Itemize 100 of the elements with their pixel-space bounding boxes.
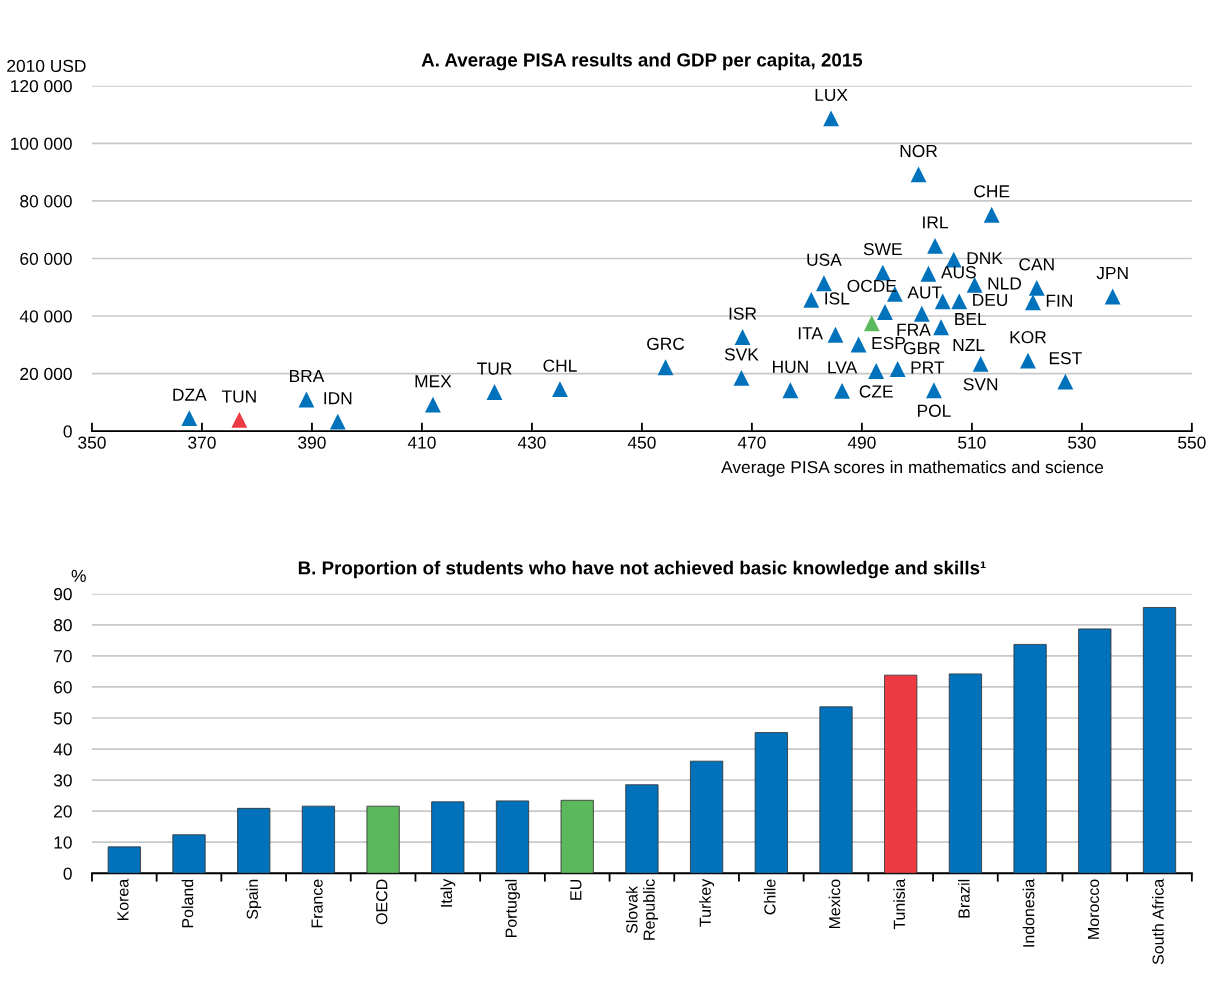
point (933, 319, 949, 336)
x-tick-label: Turkey (699, 878, 715, 927)
point (486, 384, 503, 400)
annotation: JPN (1096, 267, 1128, 280)
point (734, 329, 751, 345)
annotation: TUN (221, 390, 256, 403)
x-tick-label: Slovak Republic (625, 879, 658, 940)
point (1104, 288, 1121, 305)
annotation: NLD (988, 277, 1022, 290)
y-tick-label: 120 000 (11, 80, 72, 93)
y-tick-label: 10 (54, 836, 72, 849)
x-tick-label: Indonesia (1022, 878, 1035, 947)
point (972, 355, 989, 372)
x-tick-label: Chile (763, 879, 776, 915)
annotation: CZE (859, 385, 893, 398)
point (913, 305, 930, 322)
bar (495, 800, 530, 874)
y-tick-label: 80 000 (20, 195, 72, 208)
annotation: FIN (1046, 294, 1072, 307)
point (834, 382, 850, 399)
annotation: USA (807, 253, 842, 266)
x-tick-label: 490 (847, 436, 876, 449)
annotation: BRA (290, 370, 325, 382)
point (181, 410, 198, 427)
x-tick-label: OECD (376, 879, 388, 925)
x-tick-label: Korea (117, 878, 129, 921)
annotation: HUN (773, 360, 808, 373)
point (951, 293, 968, 310)
annotation: GRC (647, 337, 685, 350)
y-axis-title: % (71, 569, 86, 582)
annotation: ITA (798, 327, 823, 340)
x-tick-label: Poland (181, 879, 194, 928)
point (823, 110, 839, 127)
point (1028, 279, 1045, 296)
x-tick-label: EU (570, 880, 582, 900)
y-tick-label: 0 (63, 425, 72, 438)
bar (1142, 607, 1177, 874)
point (827, 326, 844, 343)
annotation: LUX (815, 88, 848, 102)
x-tick-label: Italy (440, 878, 456, 907)
annotation: CHE (974, 185, 1010, 198)
annotation: ISR (729, 307, 757, 320)
annotation: BEL (955, 313, 987, 326)
annotation: FRA (897, 323, 931, 336)
annotation: CAN (1019, 258, 1054, 271)
annotation: OCDE (847, 279, 897, 293)
point (782, 382, 799, 399)
annotation: CHL (543, 359, 577, 372)
bar (107, 846, 141, 874)
y-tick-label: 40 (53, 743, 72, 756)
x-tick-label: 430 (517, 436, 546, 449)
bar (819, 706, 853, 874)
x-tick-label: 450 (627, 436, 656, 449)
annotation: POL (917, 404, 951, 417)
bar (237, 807, 271, 874)
y-axis-title: 2010 USD (7, 59, 86, 73)
y-tick-label: 80 (53, 619, 72, 632)
point (910, 166, 927, 183)
x-tick-label: Tunisia (893, 878, 905, 930)
annotation: SWE (863, 242, 902, 256)
point (816, 275, 832, 292)
point (966, 277, 983, 293)
point (1057, 373, 1074, 390)
y-tick-label: 20 000 (20, 367, 72, 381)
y-tick-label: 70 (54, 650, 72, 663)
annotation: NOR (900, 144, 938, 158)
annotation: TUR (477, 362, 512, 375)
x-axis-title: Average PISA scores in mathematics and science (721, 460, 1104, 477)
annotation: SVK (724, 348, 759, 361)
point (926, 382, 942, 399)
point (920, 265, 937, 282)
x-tick-label: Brazil (957, 879, 970, 918)
annotation: ISL (825, 292, 850, 305)
bar (560, 799, 594, 874)
y-tick-label: 50 (53, 712, 72, 725)
point (927, 237, 943, 254)
annotation: IRL (923, 216, 948, 229)
point (552, 381, 568, 398)
annotation: AUT (907, 286, 942, 299)
point (877, 304, 893, 320)
x-tick-label: Portugal (505, 879, 520, 937)
y-tick-label: 100 000 (11, 137, 72, 150)
x-tick-label: 370 (188, 436, 216, 449)
annotation: DNK (967, 252, 1003, 265)
bar (1013, 644, 1047, 874)
x-tick-label: Mexico (828, 879, 841, 929)
annotation: KOR (1010, 331, 1046, 344)
x-tick-label: Spain (246, 879, 262, 919)
x-tick-label: 390 (298, 436, 326, 449)
annotation: NZL (953, 339, 985, 351)
y-tick-label: 30 (53, 774, 72, 787)
point (868, 363, 885, 379)
point (298, 391, 315, 408)
bar (301, 805, 335, 874)
x-tick-label: Morocco (1087, 879, 1100, 939)
point (231, 412, 248, 428)
bar (172, 834, 206, 874)
bar (1078, 628, 1112, 874)
y-tick-label: 90 (54, 587, 72, 601)
y-tick-label: 60 000 (20, 252, 72, 265)
